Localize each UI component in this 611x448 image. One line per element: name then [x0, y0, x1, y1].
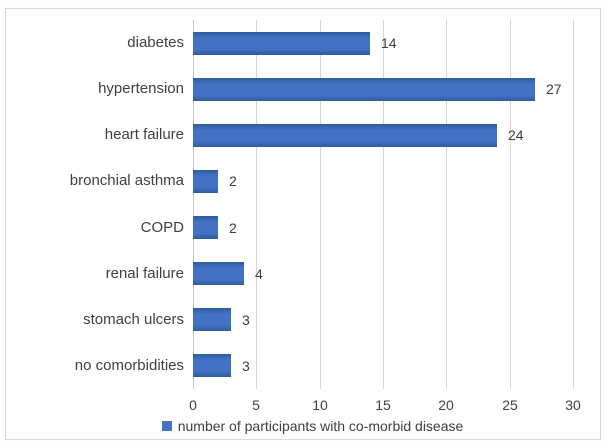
bar	[193, 170, 218, 193]
value-label: 24	[508, 127, 524, 143]
gridline-0	[193, 20, 194, 389]
bar	[193, 124, 497, 147]
value-label: 14	[381, 35, 397, 51]
value-label: 4	[255, 266, 263, 282]
bar	[193, 262, 244, 285]
x-tick-label-0: 0	[189, 397, 197, 413]
gridline-5	[256, 20, 257, 389]
category-label: renal failure	[105, 265, 184, 282]
category-label: heart failure	[104, 126, 184, 143]
bar	[193, 78, 535, 101]
value-label: 2	[229, 173, 237, 189]
legend: number of participants with co-morbid di…	[14, 418, 611, 434]
x-tick-label-15: 15	[375, 397, 391, 413]
legend-swatch-icon	[161, 421, 172, 431]
gridline-30	[573, 20, 574, 389]
x-tick-label-5: 5	[252, 397, 260, 413]
category-label: no comorbidities	[74, 357, 184, 374]
value-label: 3	[242, 358, 250, 374]
gridline-10	[320, 20, 321, 389]
bar	[193, 32, 370, 55]
value-label: 2	[229, 220, 237, 236]
value-label: 3	[242, 312, 250, 328]
x-tick-label-30: 30	[565, 397, 581, 413]
category-label: diabetes	[127, 34, 184, 51]
category-label: hypertension	[98, 80, 184, 97]
category-label: stomach ulcers	[83, 311, 184, 328]
gridline-20	[446, 20, 447, 389]
x-tick-label-25: 25	[502, 397, 518, 413]
category-label: bronchial asthma	[69, 172, 184, 189]
value-label: 27	[546, 81, 562, 97]
category-label: COPD	[140, 219, 184, 236]
legend-label: number of participants with co-morbid di…	[177, 418, 464, 434]
bar	[193, 354, 231, 377]
bar	[193, 216, 218, 239]
gridline-25	[510, 20, 511, 389]
x-tick-label-10: 10	[312, 397, 328, 413]
gridline-15	[383, 20, 384, 389]
bar	[193, 308, 231, 331]
x-tick-label-20: 20	[438, 397, 454, 413]
